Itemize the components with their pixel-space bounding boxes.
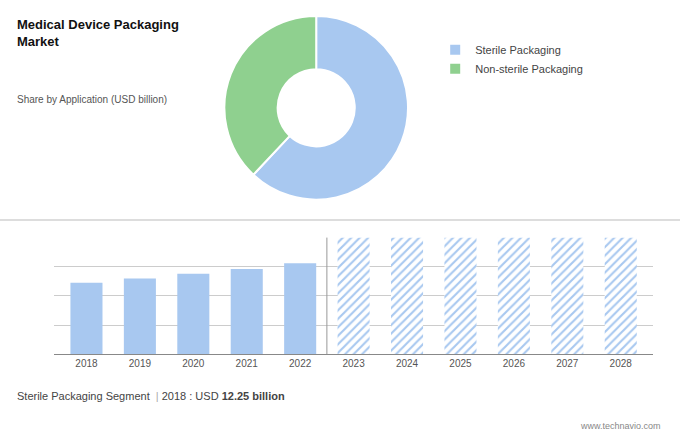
svg-text:2027: 2027 xyxy=(556,358,579,369)
svg-text:www.technavio.com: www.technavio.com xyxy=(580,421,661,431)
svg-text:2020: 2020 xyxy=(182,358,205,369)
svg-text:Medical Device PackagingMarket: Medical Device PackagingMarket xyxy=(17,17,179,49)
svg-text:Sterile Packaging: Sterile Packaging xyxy=(475,44,561,56)
svg-text:Sterile Packaging Segment | 2: Sterile Packaging Segment | 2018 : USD 1… xyxy=(17,390,285,402)
svg-text:2023: 2023 xyxy=(342,358,365,369)
svg-text:Non-sterile Packaging: Non-sterile Packaging xyxy=(475,63,583,75)
svg-text:2022: 2022 xyxy=(289,358,312,369)
svg-text:2024: 2024 xyxy=(396,358,419,369)
svg-text:2028: 2028 xyxy=(610,358,633,369)
svg-text:Share by Application (USD bill: Share by Application (USD billion) xyxy=(17,94,167,105)
svg-text:2019: 2019 xyxy=(129,358,152,369)
svg-text:2025: 2025 xyxy=(449,358,472,369)
svg-text:2026: 2026 xyxy=(503,358,526,369)
svg-text:2021: 2021 xyxy=(236,358,259,369)
svg-text:2018: 2018 xyxy=(75,358,98,369)
